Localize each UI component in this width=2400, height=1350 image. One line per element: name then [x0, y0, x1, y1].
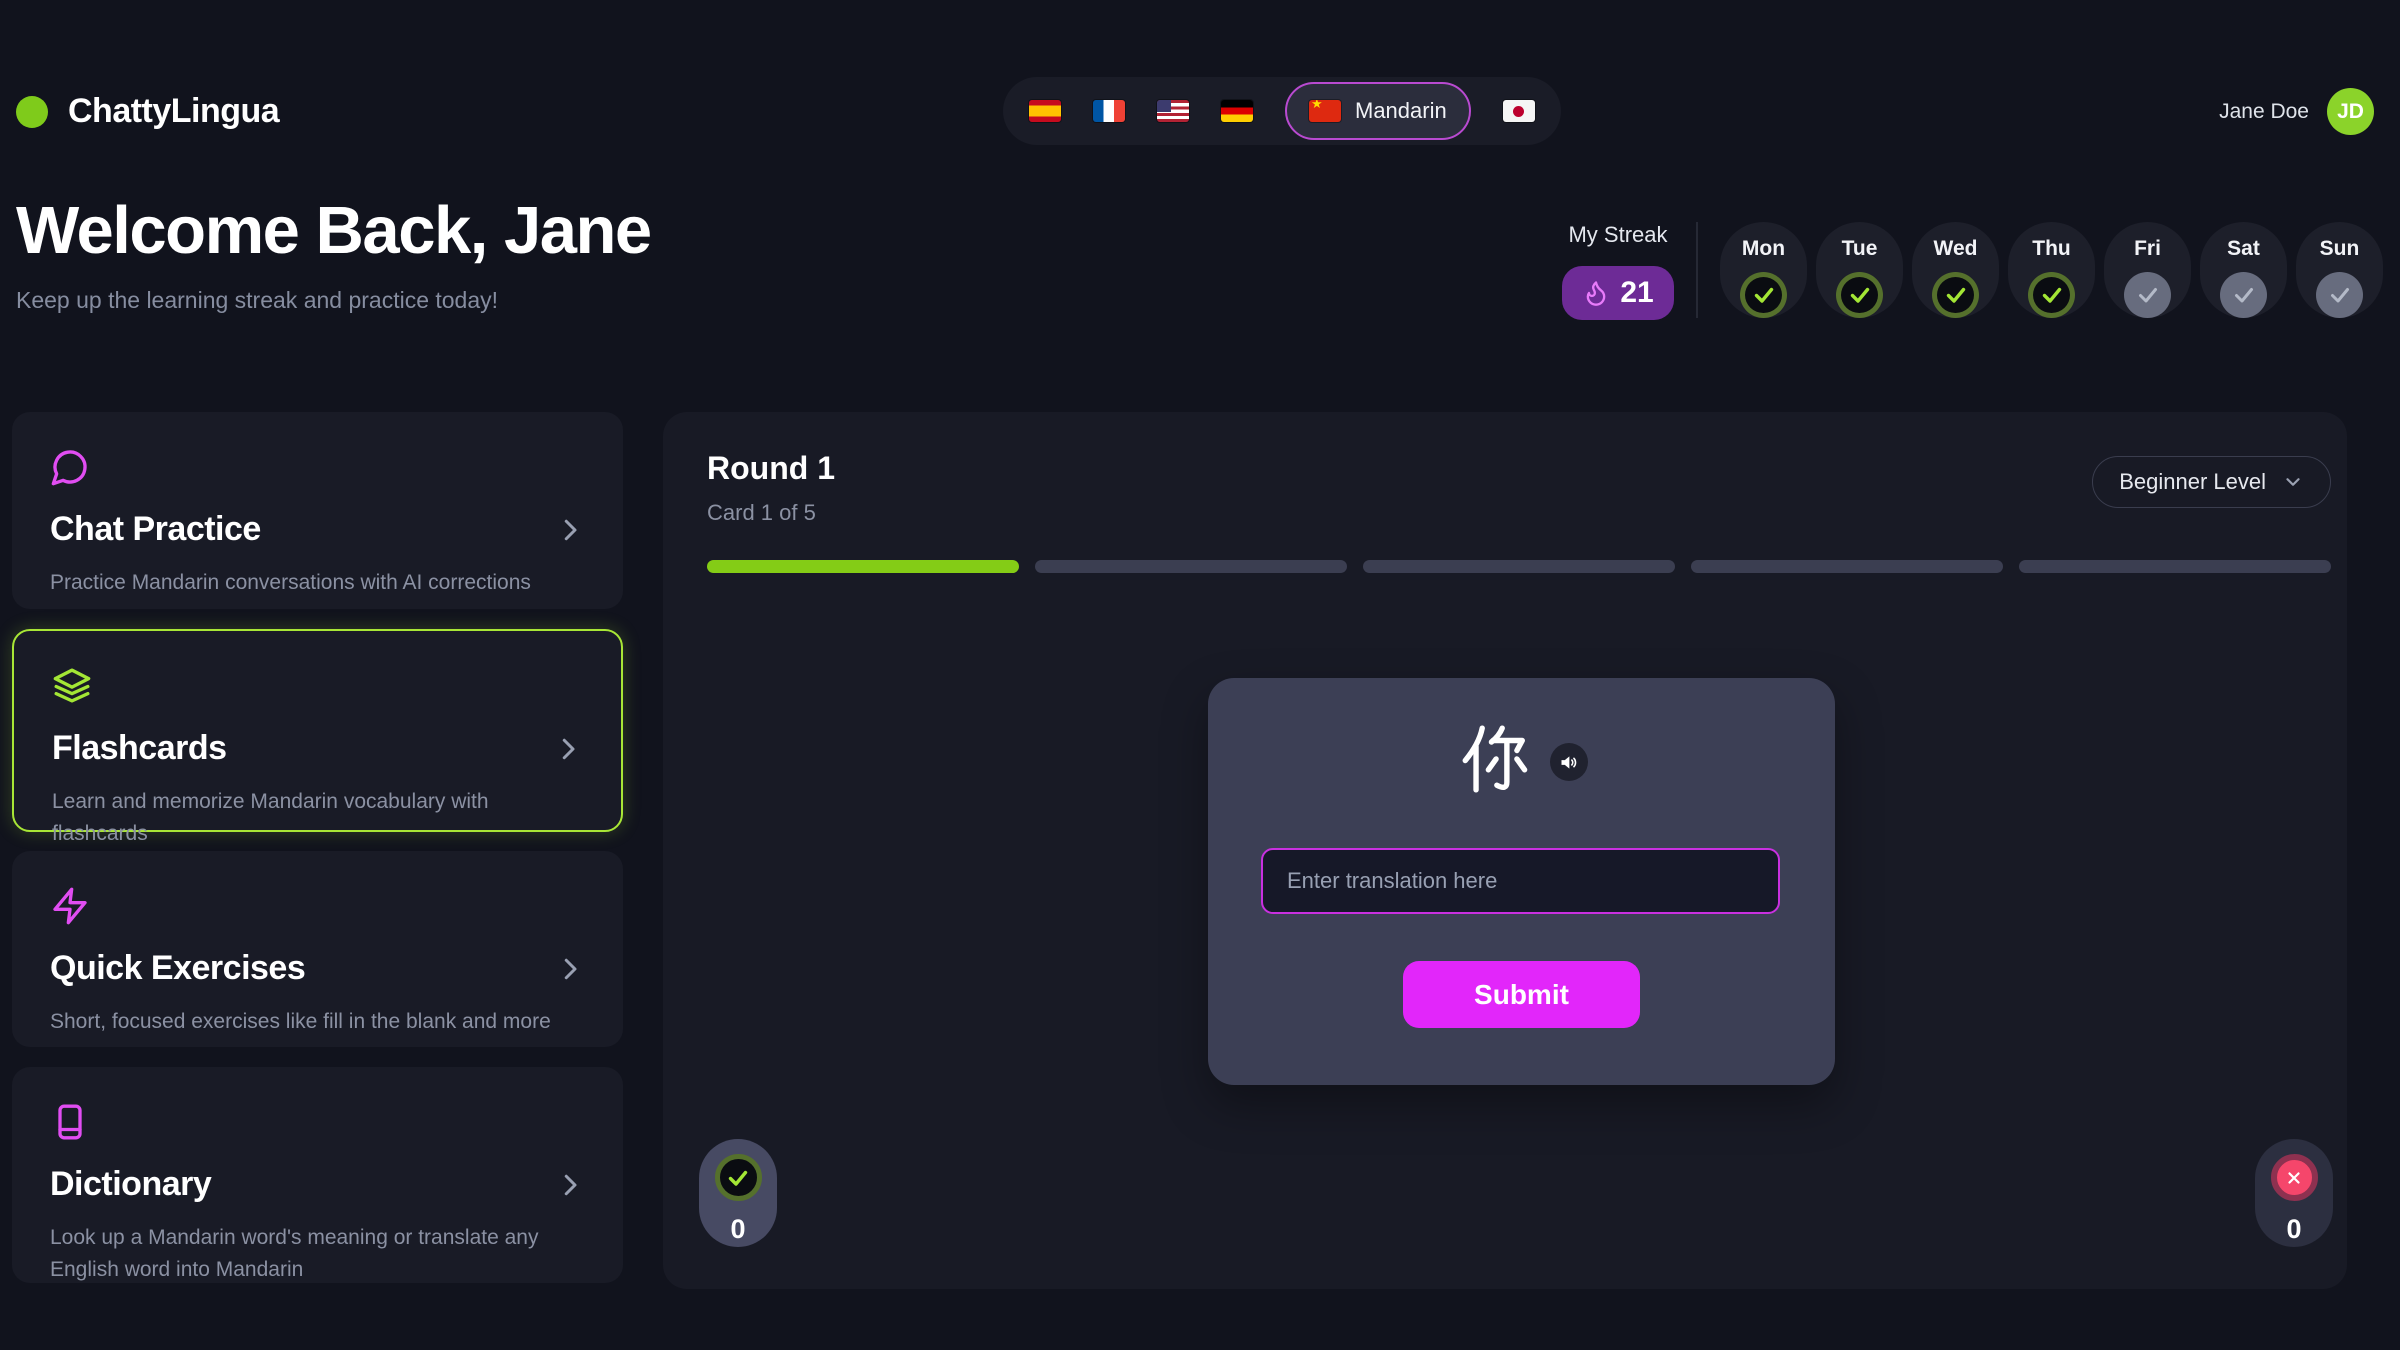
level-select[interactable]: Beginner Level: [2092, 456, 2331, 508]
streak-day-mon: Mon: [1720, 222, 1807, 318]
check-circle-pending-icon: [2316, 272, 2363, 318]
round-progress-bar: [707, 560, 2331, 573]
sidebar-item-description: Short, focused exercises like fill in th…: [50, 1010, 551, 1033]
check-circle-done-icon: [2028, 272, 2075, 318]
flag-china-icon: [1309, 100, 1341, 122]
day-label: Thu: [2032, 237, 2071, 260]
progress-segment: [1363, 560, 1675, 573]
day-label: Tue: [1841, 237, 1878, 260]
avatar[interactable]: JD: [2327, 88, 2374, 135]
streak-badge: 21: [1562, 266, 1674, 320]
flag-germany-icon[interactable]: [1221, 100, 1253, 122]
chevron-right-icon: [564, 1174, 577, 1195]
flag-spain-icon[interactable]: [1029, 100, 1061, 122]
chat-bubble-icon: [50, 446, 585, 488]
check-circle-pending-icon: [2220, 272, 2267, 318]
streak-summary: My Streak 21: [1562, 222, 1674, 320]
submit-button[interactable]: Submit: [1403, 961, 1640, 1028]
speaker-icon: [1561, 755, 1577, 769]
sidebar-item-title: Dictionary: [50, 1165, 212, 1203]
selected-language-label: Mandarin: [1355, 98, 1447, 123]
chevron-right-icon: [562, 738, 575, 759]
flag-japan-icon[interactable]: [1502, 100, 1535, 122]
page-subtitle: Keep up the learning streak and practice…: [16, 287, 499, 313]
streak-day-sat: Sat: [2200, 222, 2287, 318]
streak-day-tue: Tue: [1816, 222, 1903, 318]
language-selector: Mandarin: [1003, 77, 1561, 145]
sidebar-item-title: Chat Practice: [50, 510, 261, 548]
divider: [1696, 222, 1698, 318]
play-audio-button[interactable]: [1549, 743, 1588, 781]
practice-panel: Round 1 Card 1 of 5 Beginner Level 你: [663, 412, 2347, 1289]
book-icon: [50, 1101, 585, 1143]
streak-day-thu: Thu: [2008, 222, 2095, 318]
correct-counter: 0: [699, 1139, 777, 1247]
streak-day-fri: Fri: [2104, 222, 2191, 318]
sidebar-item-description: Practice Mandarin conversations with AI …: [50, 571, 531, 594]
app-logo-icon: [16, 95, 48, 128]
app-brand: ChattyLingua: [16, 92, 280, 131]
day-label: Sat: [2227, 237, 2260, 260]
translation-input[interactable]: [1261, 848, 1780, 914]
chevron-down-icon: [2286, 478, 2300, 486]
day-label: Mon: [1741, 237, 1786, 260]
sidebar-item-description: Learn and memorize Mandarin vocabulary w…: [52, 790, 489, 845]
sidebar-item-flashcards[interactable]: Flashcards Learn and memorize Mandarin v…: [12, 629, 623, 845]
streak-label: My Streak: [1568, 222, 1668, 247]
sidebar-item-title: Quick Exercises: [50, 949, 306, 987]
check-circle-pending-icon: [2124, 272, 2171, 318]
check-circle-done-icon: [1740, 272, 1787, 318]
streak-day-wed: Wed: [1912, 222, 1999, 318]
sidebar-item-quick-exercises[interactable]: Quick Exercises Short, focused exercises…: [12, 851, 623, 1047]
flag-usa-icon[interactable]: [1157, 100, 1189, 122]
day-label: Fri: [2134, 237, 2161, 260]
user-name: Jane Doe: [2219, 99, 2309, 123]
sidebar-item-dictionary[interactable]: Dictionary Look up a Mandarin word's mea…: [12, 1067, 623, 1283]
user-chip[interactable]: Jane Doe JD: [2219, 88, 2374, 135]
day-label: Sun: [2319, 237, 2360, 260]
lightning-icon: [50, 885, 585, 927]
day-label: Wed: [1933, 237, 1978, 260]
flashcard: 你 Submit: [1208, 678, 1835, 1085]
page-title: Welcome Back, Jane: [16, 193, 652, 268]
check-circle-done-icon: [1932, 272, 1979, 318]
flag-france-icon[interactable]: [1093, 100, 1125, 122]
correct-check-icon: [714, 1154, 762, 1201]
progress-segment: [1691, 560, 2003, 573]
sidebar-item-title: Flashcards: [52, 729, 227, 767]
flame-icon: [1586, 281, 1606, 306]
progress-segment-done: [707, 560, 1019, 573]
mandarin-character: 你: [1456, 722, 1530, 796]
chevron-right-icon: [564, 519, 577, 540]
sidebar-item-chat-practice[interactable]: Chat Practice Practice Mandarin conversa…: [12, 412, 623, 609]
welcome-section: Welcome Back, Jane Keep up the learning …: [16, 192, 652, 314]
level-select-label: Beginner Level: [2119, 469, 2266, 494]
chevron-right-icon: [564, 958, 577, 979]
incorrect-x-icon: [2270, 1154, 2318, 1201]
app-title: ChattyLingua: [68, 92, 280, 130]
progress-segment: [1035, 560, 1347, 573]
progress-segment: [2019, 560, 2331, 573]
streak-count: 21: [1620, 276, 1654, 309]
sidebar-item-description: Look up a Mandarin word's meaning or tra…: [50, 1226, 539, 1281]
incorrect-counter: 0: [2255, 1139, 2333, 1247]
language-option-mandarin-selected[interactable]: Mandarin: [1285, 82, 1471, 140]
streak-day-sun: Sun: [2296, 222, 2383, 318]
incorrect-count: 0: [2286, 1214, 2302, 1244]
flashcard-prompt-row: 你: [1208, 722, 1835, 796]
streak-section: My Streak 21 Mon Tue Wed: [1562, 222, 2383, 320]
layers-icon: [52, 665, 583, 707]
card-counter: Card 1 of 5: [707, 500, 816, 525]
streak-days: Mon Tue Wed Thu: [1720, 222, 2383, 318]
check-circle-done-icon: [1836, 272, 1883, 318]
round-title: Round 1: [707, 450, 835, 486]
correct-count: 0: [730, 1214, 746, 1244]
